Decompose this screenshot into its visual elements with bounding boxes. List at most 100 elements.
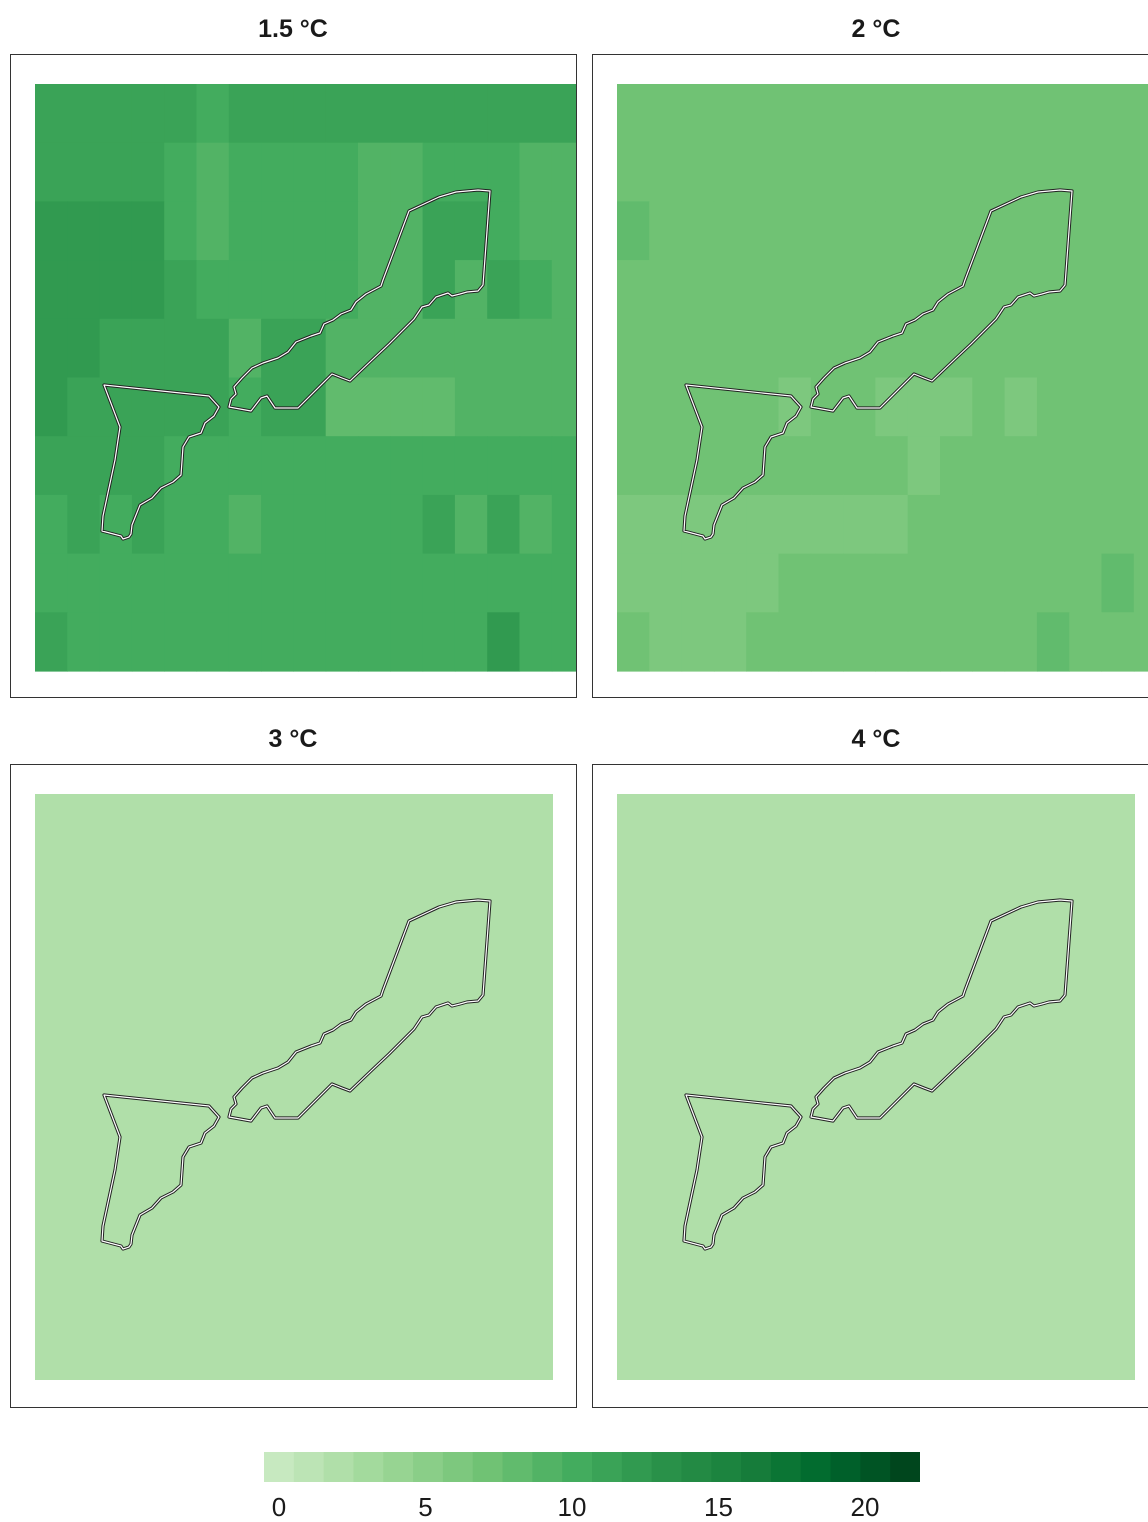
grid-cell (552, 554, 577, 613)
legend-swatch (294, 1452, 324, 1482)
grid-cell (746, 612, 779, 671)
grid-cell (1069, 201, 1102, 260)
grid-cell (908, 260, 941, 319)
map-panel-3 (10, 764, 577, 1408)
grid-cell (293, 436, 326, 495)
grid-cell (520, 319, 553, 378)
grid-cell (811, 554, 844, 613)
grid-cell (746, 143, 779, 202)
grid-cell (1069, 554, 1102, 613)
grid-cell (423, 612, 456, 671)
grid-cell (100, 554, 133, 613)
grid-cell (714, 319, 747, 378)
grid-cell (1069, 319, 1102, 378)
grid-cell (132, 201, 165, 260)
grid-cell (908, 436, 941, 495)
grid-cell (520, 260, 553, 319)
grid-cell (1134, 612, 1148, 671)
grid-cell (487, 319, 520, 378)
map-1 (11, 55, 577, 698)
grid-cell (1069, 260, 1102, 319)
legend-swatch (801, 1452, 831, 1482)
panel-title-1: 1.5 °C (10, 14, 576, 44)
grid-cell (972, 495, 1005, 554)
grid-cell (326, 436, 359, 495)
grid-cell (875, 495, 908, 554)
grid-cell (811, 260, 844, 319)
grid-cell (423, 554, 456, 613)
grid-cell (67, 495, 100, 554)
grid-cell (132, 612, 165, 671)
grid-cell (293, 612, 326, 671)
grid-cell (1005, 495, 1038, 554)
grid-cell (649, 378, 682, 437)
grid-cell (326, 554, 359, 613)
grid-cell (908, 84, 941, 143)
grid-cell (811, 319, 844, 378)
grid-cell (875, 143, 908, 202)
grid-cell (455, 436, 488, 495)
grid-cell (552, 378, 577, 437)
grid-cell (1134, 319, 1148, 378)
grid-cell (390, 554, 423, 613)
grid-cell (229, 201, 262, 260)
map-4 (593, 765, 1148, 1408)
grid-cell (197, 260, 230, 319)
grid-cell (326, 378, 359, 437)
grid-cell (100, 84, 133, 143)
grid-cell (423, 260, 456, 319)
grid-cell (908, 495, 941, 554)
legend-swatch (413, 1452, 443, 1482)
grid-cell (67, 201, 100, 260)
grid-cell (746, 495, 779, 554)
grid-cell (843, 554, 876, 613)
grid-cell (229, 495, 262, 554)
grid-cell (746, 378, 779, 437)
grid-cell (1134, 378, 1148, 437)
grid-cell (940, 143, 973, 202)
grid-cell (682, 260, 715, 319)
grid-cell (1102, 378, 1135, 437)
grid-cell (940, 436, 973, 495)
grid-cell (197, 554, 230, 613)
legend-swatch (592, 1452, 622, 1482)
grid-cell (552, 612, 577, 671)
grid-cell (617, 794, 1135, 1380)
grid-cell (1037, 319, 1070, 378)
grid-cell (1134, 554, 1148, 613)
grid-cell (552, 201, 577, 260)
grid-cell (423, 495, 456, 554)
grid-cell (261, 84, 294, 143)
panel-title-2: 2 °C (593, 14, 1148, 44)
grid-cell (197, 143, 230, 202)
grid-cell (1069, 495, 1102, 554)
grid-cell (649, 143, 682, 202)
grid-cell (1134, 436, 1148, 495)
grid-cell (164, 495, 197, 554)
grid-cell (35, 554, 68, 613)
grid-cell (714, 495, 747, 554)
legend-tick-label: 20 (835, 1492, 895, 1522)
grid-cell (100, 319, 133, 378)
grid-cell (972, 436, 1005, 495)
grid-cell (779, 554, 812, 613)
grid-cell (746, 319, 779, 378)
grid-cell (1037, 201, 1070, 260)
grid-cell (1037, 612, 1070, 671)
grid-cell (972, 84, 1005, 143)
grid-cell (423, 84, 456, 143)
grid-cell (552, 495, 577, 554)
grid-cell (1005, 319, 1038, 378)
grid-cell (132, 554, 165, 613)
grid-cell (1134, 84, 1148, 143)
grid-cell (326, 143, 359, 202)
grid-cell (67, 319, 100, 378)
grid-cell (1069, 378, 1102, 437)
grid-cell (1102, 143, 1135, 202)
grid-cell (132, 436, 165, 495)
grid-cell (293, 201, 326, 260)
grid-cell (520, 201, 553, 260)
map-panel-1 (10, 54, 577, 698)
legend-swatch (324, 1452, 354, 1482)
grid-cell (972, 612, 1005, 671)
